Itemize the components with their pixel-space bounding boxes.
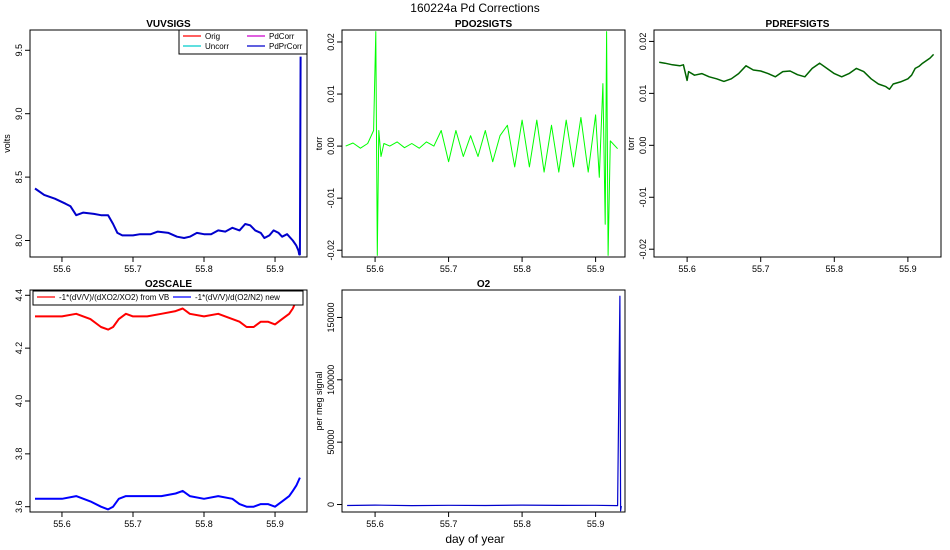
x-tick-label: 55.8 — [513, 519, 531, 529]
plot-frame — [341, 29, 626, 258]
panel-pdrefsigts: PDREFSIGTS torr 55.6 55.7 55.8 55.9 -0.02 -0.01… — [626, 19, 942, 274]
x-tick-label: 55.6 — [678, 264, 696, 274]
legend-box — [32, 290, 304, 306]
y-tick-label: 3.6 — [14, 500, 24, 513]
y-tick-label: -0.02 — [638, 239, 648, 260]
y-tick-label: 3.8 — [14, 448, 24, 461]
x-tick-label: 55.7 — [440, 264, 458, 274]
y-tick-label: 50000 — [326, 430, 336, 455]
y-tick-label: 8.5 — [14, 171, 24, 184]
x-tick-label: 55.8 — [195, 264, 213, 274]
legend-label: PdCorr — [269, 32, 295, 41]
legend-label: Uncorr — [205, 42, 229, 51]
series-line-pdo2sigts — [345, 31, 618, 256]
panel-title: VUVSIGS — [146, 19, 191, 30]
x-tick-label: 55.7 — [124, 519, 142, 529]
x-tick-label: 55.9 — [587, 519, 605, 529]
panel-o2: O2 per meg signal 55.6 55.7 55.8 55.9 0 50000 10… — [314, 279, 626, 529]
x-tick-label: 55.7 — [124, 264, 142, 274]
series-line-pdprcorr — [34, 56, 302, 256]
x-tick-label: 55.7 — [752, 264, 770, 274]
series-line-pdrefsigts — [659, 53, 935, 90]
y-tick-label: 0 — [326, 502, 336, 507]
series-line-o2 — [347, 295, 622, 512]
y-tick-label: 0.00 — [638, 137, 648, 155]
y-tick-label: 4.2 — [14, 342, 24, 355]
x-tick-label: 55.8 — [195, 519, 213, 529]
legend-label: -1*(dV/V)/d(O2/N2) new — [195, 293, 280, 302]
y-tick-label: 0.00 — [326, 137, 336, 155]
panel-o2scale: O2SCALE 55.6 55.7 55.8 55.9 3.6 3.8 4.0 4.2 4.4 -1… — [14, 279, 308, 529]
y-tick-label: -0.01 — [326, 188, 336, 209]
y-tick-label: 0.02 — [326, 33, 336, 51]
y-axis-label: volts — [2, 134, 12, 153]
x-tick-label: 55.9 — [266, 519, 284, 529]
y-tick-label: 4.0 — [14, 395, 24, 408]
x-tick-label: 55.6 — [366, 264, 384, 274]
legend-label: PdPrCorr — [269, 42, 303, 51]
x-tick-label: 55.9 — [266, 264, 284, 274]
y-tick-label: 0.01 — [326, 85, 336, 103]
plot-frame — [341, 289, 626, 513]
y-tick-label: 100000 — [326, 365, 336, 395]
legend-label: Orig — [205, 32, 220, 41]
figure-title: 160224a Pd Corrections — [410, 1, 539, 15]
plot-frame — [29, 29, 308, 258]
panel-vuvsigs: VUVSIGS volts 55.6 55.7 55.8 55.9 8.0 8.5 9.0 9.5… — [2, 19, 308, 274]
y-tick-label: 9.0 — [14, 107, 24, 120]
x-tick-label: 55.7 — [440, 519, 458, 529]
y-tick-label: 150000 — [326, 302, 336, 332]
y-tick-label: -0.01 — [638, 187, 648, 208]
y-tick-label: 9.5 — [14, 44, 24, 57]
x-tick-label: 55.9 — [587, 264, 605, 274]
plot-frame — [653, 29, 942, 258]
y-tick-label: -0.02 — [326, 240, 336, 261]
legend-box — [178, 29, 308, 55]
x-tick-label: 55.8 — [826, 264, 844, 274]
panel-title: O2 — [477, 279, 491, 290]
x-tick-label: 55.8 — [513, 264, 531, 274]
panel-title: PDO2SIGTS — [455, 19, 513, 30]
x-tick-label: 55.9 — [899, 264, 917, 274]
x-axis-label: day of year — [445, 532, 504, 546]
y-axis-label: per meg signal — [314, 371, 324, 430]
x-tick-label: 55.6 — [53, 264, 71, 274]
plot-frame — [29, 289, 308, 513]
y-tick-label: 0.01 — [638, 85, 648, 103]
y-axis-label: torr — [314, 137, 324, 151]
panel-pdo2sigts: PDO2SIGTS torr 55.6 55.7 55.8 55.9 -0.02 -0.01 0… — [314, 19, 626, 274]
series-line-1-dv-v-dxo2-xo2-from-vb — [35, 294, 301, 331]
series-line-1-dv-v-d-o2-n2-new — [35, 477, 301, 511]
y-axis-label: torr — [626, 137, 636, 151]
legend-label: -1*(dV/V)/(dXO2/XO2) from VB — [59, 293, 169, 302]
x-tick-label: 55.6 — [53, 519, 71, 529]
panel-title: PDREFSIGTS — [766, 19, 830, 30]
panel-title: O2SCALE — [145, 279, 193, 290]
y-tick-label: 4.4 — [14, 289, 24, 302]
y-tick-label: 0.02 — [638, 33, 648, 51]
x-tick-label: 55.6 — [366, 519, 384, 529]
y-tick-label: 8.0 — [14, 234, 24, 247]
